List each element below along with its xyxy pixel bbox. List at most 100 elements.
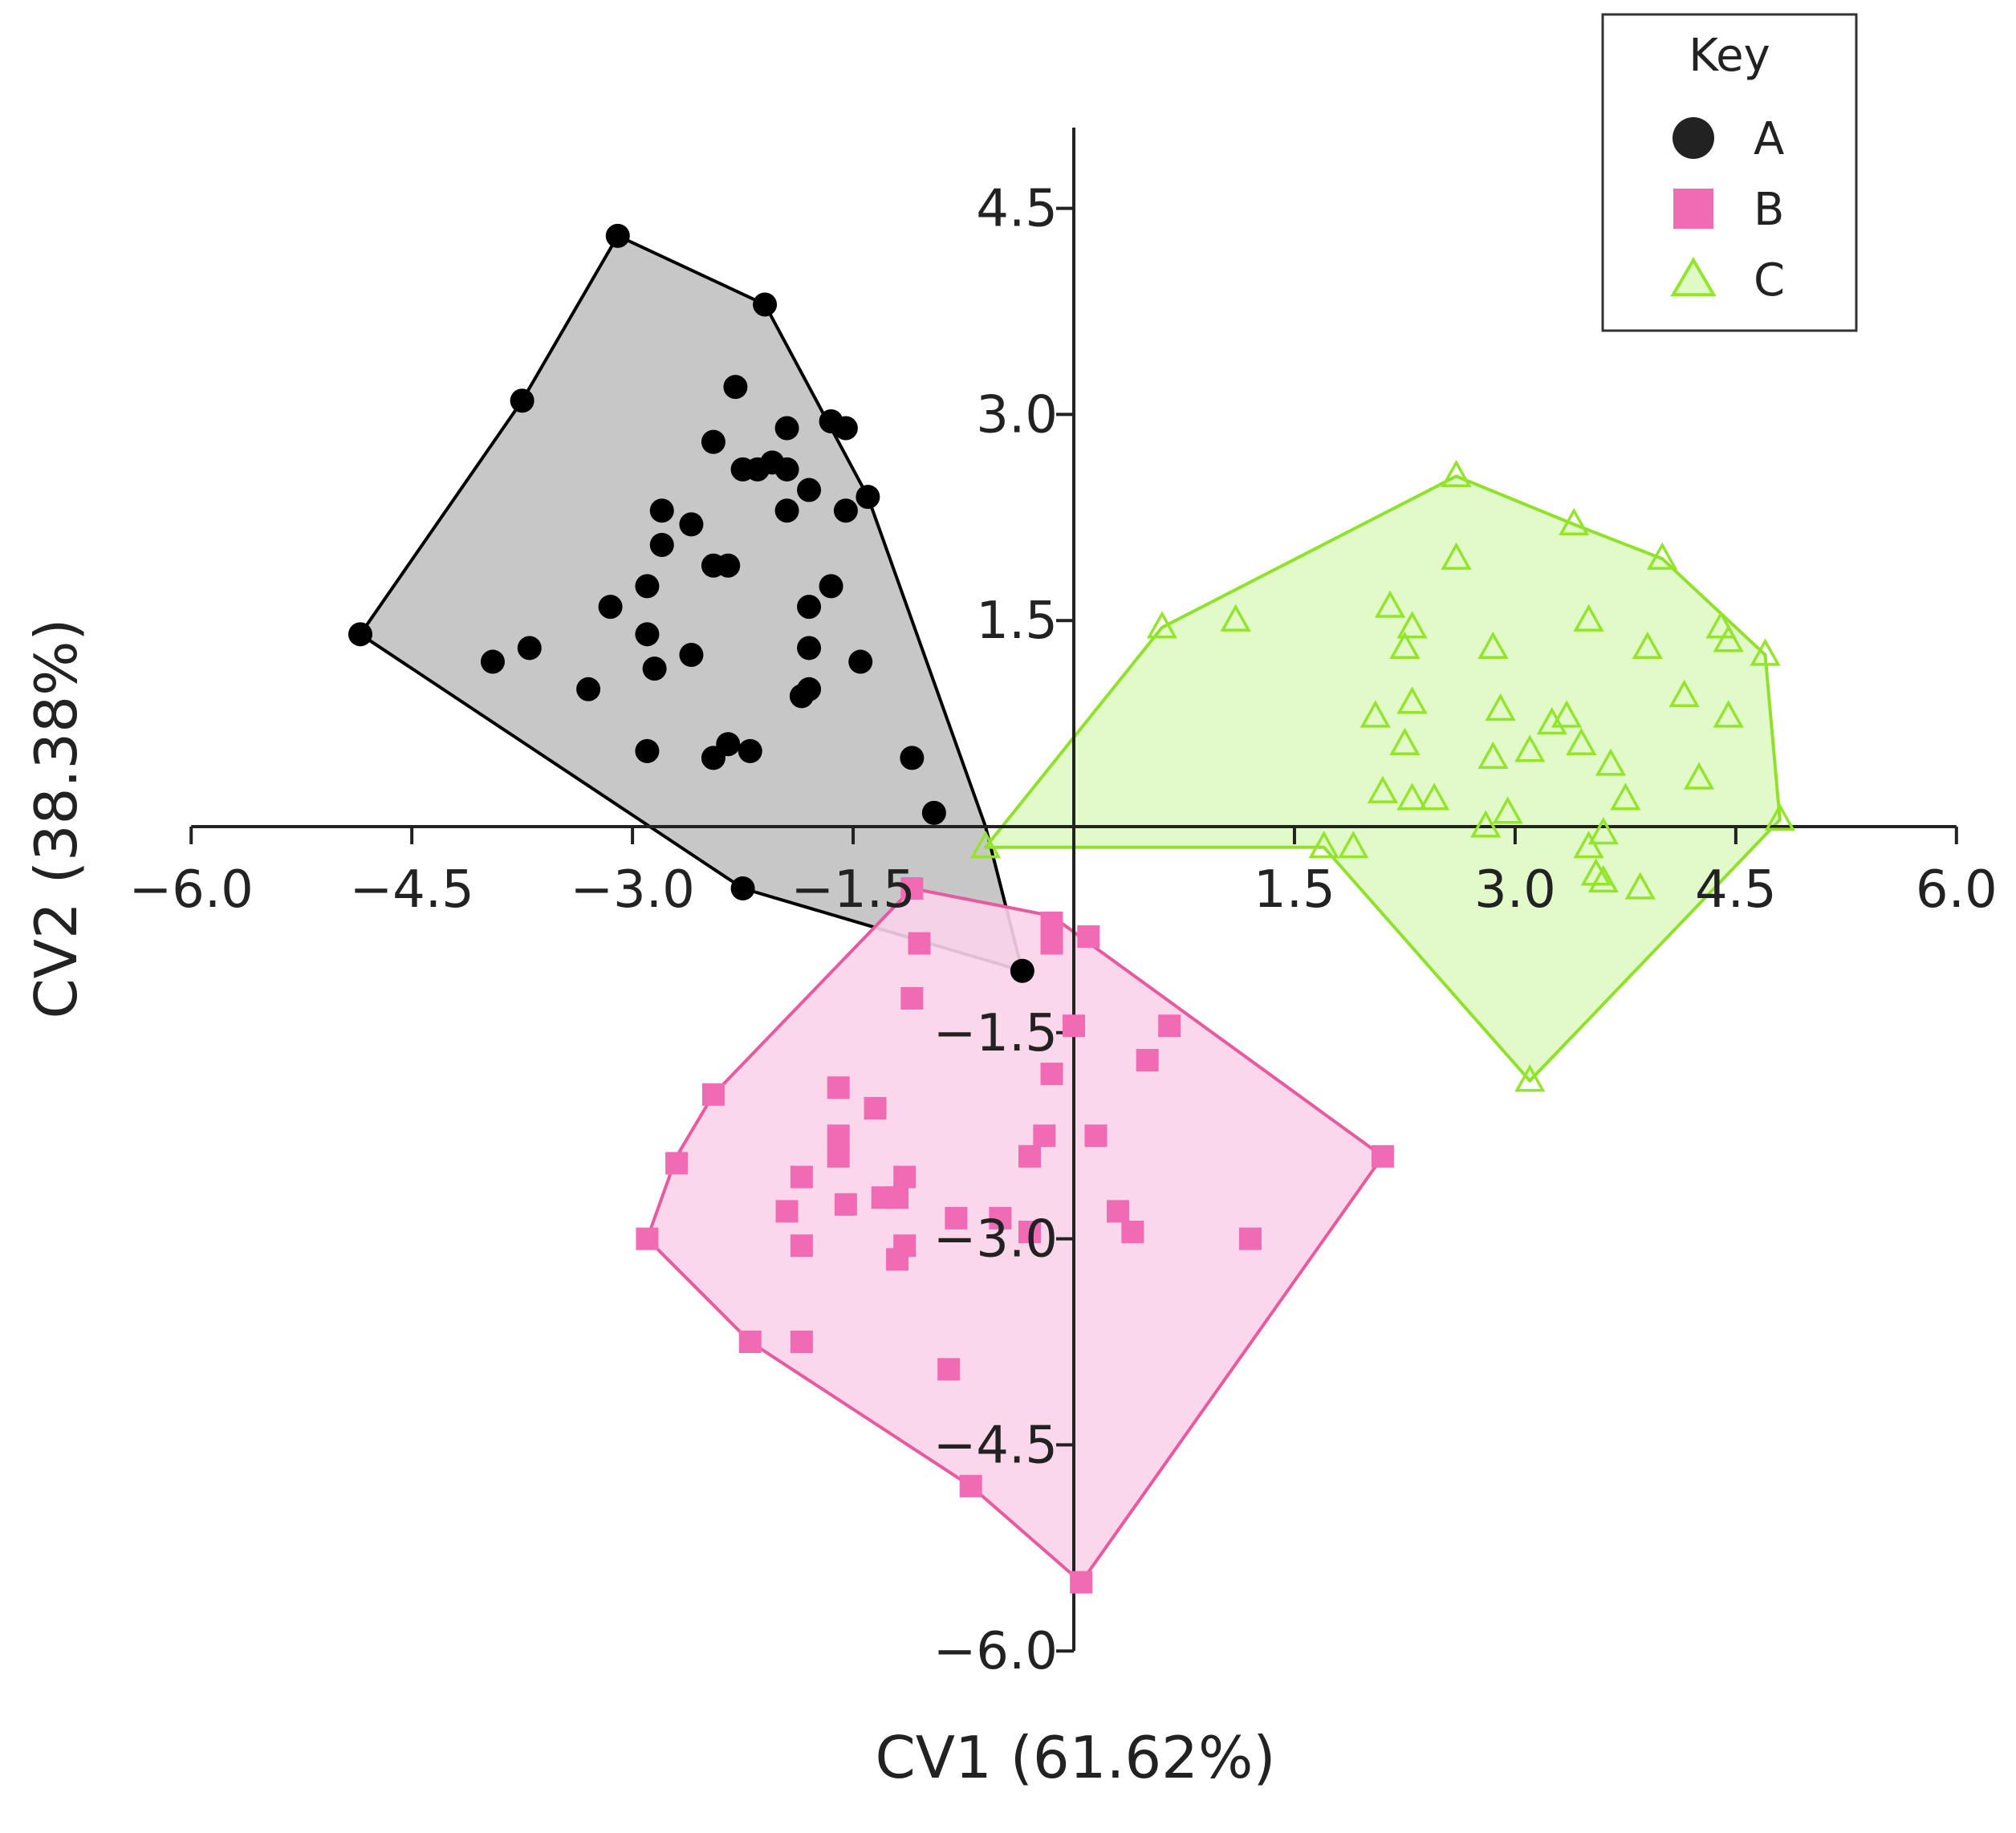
legend-entries: ABC (1670, 113, 1785, 307)
point-c (1146, 611, 1178, 639)
point-a (649, 533, 674, 558)
point-b (989, 1206, 1012, 1229)
point-b (790, 1331, 813, 1353)
point-a (723, 375, 748, 400)
legend-label-b: B (1754, 184, 1784, 236)
point-b (827, 1144, 850, 1168)
point-c (1477, 631, 1509, 660)
point-c (1624, 872, 1656, 900)
point-c (1396, 611, 1428, 639)
point-b (937, 1358, 961, 1381)
legend-marker-c (1670, 257, 1717, 297)
point-b (1070, 1571, 1093, 1594)
x-tick-label: 1.5 (1254, 860, 1335, 920)
point-c (1587, 864, 1619, 893)
legend-box (1601, 13, 1858, 332)
point-c (1566, 727, 1597, 755)
point-a (774, 498, 799, 523)
point-c (1485, 693, 1516, 721)
point-c (1477, 741, 1509, 770)
point-c (969, 831, 1002, 859)
point-c (1595, 748, 1627, 776)
y-tick-label: 1.5 (976, 591, 1058, 651)
point-b (1033, 1124, 1056, 1148)
point-c (1514, 734, 1546, 762)
point-c (1492, 796, 1523, 824)
x-tick-label: −6.0 (128, 860, 253, 920)
point-a (1010, 958, 1034, 983)
point-b (834, 1193, 857, 1216)
point-a (679, 512, 704, 537)
point-layer (348, 223, 1795, 1594)
x-tick-label: −1.5 (791, 860, 915, 920)
point-a (510, 388, 534, 413)
point-a (774, 457, 799, 482)
point-c (1573, 831, 1604, 859)
x-tick-label: 6.0 (1916, 860, 1998, 920)
point-b (665, 1152, 689, 1175)
point-c (1470, 810, 1502, 838)
point-b (1040, 1063, 1063, 1086)
point-b (1238, 1227, 1262, 1250)
point-c (1647, 542, 1678, 570)
point-a (635, 738, 660, 763)
point-a (900, 746, 925, 770)
point-b (1371, 1144, 1394, 1168)
point-b (864, 1096, 887, 1120)
point-b (1158, 1014, 1181, 1038)
point-c (1514, 1064, 1546, 1092)
point-a (701, 429, 726, 454)
point-b (1121, 1221, 1144, 1244)
point-b (871, 1186, 894, 1209)
point-c (1396, 686, 1428, 714)
x-tick-label: −4.5 (349, 860, 474, 920)
point-b (827, 1076, 850, 1099)
point-a (635, 622, 660, 647)
y-tick-label: 3.0 (976, 385, 1058, 445)
point-a (921, 800, 946, 825)
x-tick-label: 3.0 (1474, 860, 1556, 920)
point-a (833, 498, 858, 523)
x-tick-label: 4.5 (1695, 860, 1777, 920)
point-a (856, 485, 880, 510)
point-b (827, 1124, 850, 1148)
point-a (797, 478, 822, 502)
point-b (790, 1234, 813, 1258)
hull-b (645, 887, 1384, 1584)
point-b (893, 1165, 917, 1189)
point-b (945, 1206, 968, 1229)
point-a (716, 732, 741, 757)
point-b (790, 1165, 813, 1189)
point-c (1750, 638, 1781, 666)
point-a (348, 622, 372, 647)
point-c (1389, 631, 1421, 660)
point-a (642, 656, 667, 681)
point-a (819, 574, 843, 599)
point-b (1077, 925, 1100, 948)
point-b (1063, 1014, 1085, 1038)
point-b (1136, 1049, 1159, 1072)
point-a (797, 595, 822, 620)
point-b (1018, 1144, 1042, 1168)
point-c (1668, 679, 1700, 708)
point-c (1705, 611, 1737, 639)
point-b (738, 1331, 762, 1353)
point-b (886, 1248, 909, 1271)
y-axis-title: CV2 (38.38%) (22, 619, 90, 1019)
point-c (1360, 700, 1391, 728)
point-a (753, 292, 778, 317)
point-c (1441, 542, 1472, 570)
y-tick-label: −4.5 (933, 1416, 1058, 1475)
point-b (1018, 1221, 1042, 1244)
point-c (1418, 782, 1450, 811)
point-a (848, 649, 873, 674)
point-a (598, 595, 623, 620)
point-c (1308, 831, 1339, 859)
point-c (1559, 507, 1590, 536)
point-b (636, 1227, 659, 1250)
y-tick-label: −3.0 (933, 1210, 1058, 1270)
point-c (1573, 604, 1604, 632)
point-c (1580, 858, 1612, 886)
point-b (1040, 932, 1063, 955)
